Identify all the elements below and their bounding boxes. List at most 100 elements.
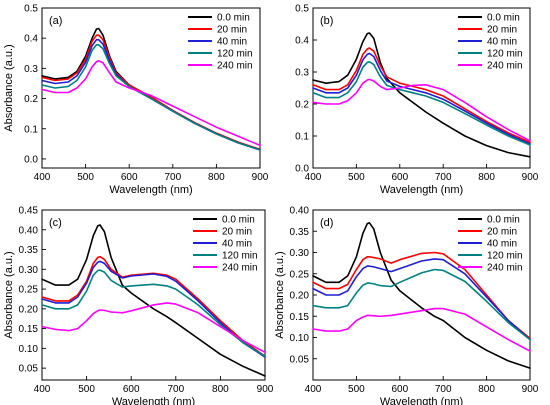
x-tick-label: 500 <box>78 384 95 395</box>
y-tick-label: 0.4 <box>24 34 38 45</box>
x-tick-label: 500 <box>348 172 365 183</box>
y-axis-title: Absorbance (a.u.) <box>3 44 15 131</box>
x-tick-label: 500 <box>77 172 94 183</box>
chart-panel-a: 400 500 600 700 800 900 0.0 0.1 0.2 0.3 0.4 0.5 Wave… <box>3 4 269 197</box>
x-tick-label: 600 <box>391 384 408 395</box>
series-line-20-min <box>41 255 266 358</box>
x-tick-label: 800 <box>212 384 229 395</box>
chart-panel-c: 400 500 600 700 800 900 0.05 0.10 0.15 0.20 0.25 0.… <box>3 206 274 405</box>
legend-label: 0.0 min <box>487 215 520 226</box>
x-tick-label: 700 <box>164 172 181 183</box>
legend-label: 120 min <box>487 251 523 262</box>
legend-label: 0.0 min <box>222 215 255 226</box>
y-axis-title: Absorbance (a.u.) <box>3 251 15 338</box>
y-tick-label: 0.2 <box>24 94 38 105</box>
panel-label: (b) <box>320 15 333 27</box>
panel-label: (c) <box>49 217 62 229</box>
x-tick-label: 800 <box>478 384 495 395</box>
series-line-120-min <box>312 268 531 341</box>
x-tick-label: 600 <box>123 384 140 395</box>
x-tick-label: 700 <box>167 384 184 395</box>
legend-label: 40 min <box>487 37 517 48</box>
y-tick-label: 0.35 <box>290 227 310 238</box>
y-tick-label: 0.0 <box>24 154 38 165</box>
legend-label: 40 min <box>487 239 517 250</box>
series-line-40-min <box>41 260 266 358</box>
x-axis-title: Wavelength (nm) <box>109 184 192 196</box>
x-tick-label: 900 <box>252 172 269 183</box>
y-tick-label: 0.25 <box>19 285 39 296</box>
y-tick-label: 0.10 <box>290 333 310 344</box>
x-tick-label: 900 <box>522 384 539 395</box>
series-line-40-min <box>312 52 531 145</box>
x-tick-label: 700 <box>435 172 452 183</box>
series-line-240-min <box>312 78 531 142</box>
y-tick-label: 0.0 <box>295 164 309 175</box>
x-tick-label: 900 <box>257 384 274 395</box>
y-tick-label: 0.05 <box>290 354 310 365</box>
y-tick-label: 0.5 <box>24 4 38 15</box>
y-tick-label: 0.35 <box>19 245 39 256</box>
legend-label: 0.0 min <box>487 13 520 24</box>
series-line-0-0-min <box>312 32 531 158</box>
x-tick-label: 800 <box>478 172 495 183</box>
y-axis-title: Absorbance (a.u.) <box>274 251 286 338</box>
x-tick-label: 600 <box>121 172 138 183</box>
x-tick-label: 800 <box>208 172 225 183</box>
y-tick-label: 0.1 <box>24 124 38 135</box>
legend-label: 120 min <box>217 49 253 60</box>
y-tick-label: 0.15 <box>19 324 39 335</box>
x-tick-label: 400 <box>34 384 51 395</box>
chart-panel-d: 400 500 600 700 800 900 0.05 0.10 0.15 0.20 0.25 0.… <box>274 206 539 405</box>
x-axis-title: Wavelength (nm) <box>380 184 463 196</box>
legend-label: 240 min <box>487 61 523 72</box>
legend-label: 20 min <box>487 25 517 36</box>
y-tick-label: 0.05 <box>19 364 39 375</box>
x-axis-title: Wavelength (nm) <box>380 396 463 405</box>
legend-label: 240 min <box>487 263 523 274</box>
y-tick-label: 0.2 <box>295 100 309 111</box>
x-tick-label: 700 <box>435 384 452 395</box>
legend-label: 20 min <box>487 227 517 238</box>
y-tick-label: 0.5 <box>295 4 309 15</box>
x-tick-label: 900 <box>522 172 539 183</box>
x-tick-label: 600 <box>391 172 408 183</box>
series-line-0-0-min <box>312 222 531 369</box>
series-line-120-min <box>41 269 266 358</box>
y-tick-label: 0.3 <box>24 64 38 75</box>
chart-panel-b: 400 500 600 700 800 900 0.0 0.1 0.2 0.3 0.4 0.5 Wave… <box>295 4 539 197</box>
y-tick-label: 0.45 <box>19 206 39 217</box>
y-tick-label: 0.10 <box>19 344 39 355</box>
y-tick-label: 0.1 <box>295 132 309 143</box>
y-tick-label: 0.15 <box>290 312 310 323</box>
series-line-120-min <box>41 44 261 151</box>
legend-label: 0.0 min <box>217 13 250 24</box>
series-line-240-min <box>312 307 531 352</box>
x-tick-label: 500 <box>348 384 365 395</box>
y-tick-label: 0.3 <box>295 68 309 79</box>
series-line-20-min <box>312 251 531 340</box>
x-tick-label: 400 <box>305 384 322 395</box>
series-line-120-min <box>312 61 531 146</box>
series-line-40-min <box>312 258 531 341</box>
series-line-240-min <box>41 60 261 147</box>
y-tick-label: 0.30 <box>290 248 310 259</box>
panel-label: (a) <box>49 15 62 27</box>
legend-label: 240 min <box>217 61 253 72</box>
series-line-20-min <box>312 47 531 144</box>
y-tick-label: 0.4 <box>295 36 309 47</box>
y-tick-label: 0.20 <box>290 291 310 302</box>
legend-label: 20 min <box>222 227 252 238</box>
series-line-0-0-min <box>41 224 266 377</box>
legend-label: 20 min <box>217 25 247 36</box>
y-tick-label: 0.20 <box>19 304 39 315</box>
legend-label: 120 min <box>487 49 523 60</box>
series-line-240-min <box>41 302 266 354</box>
legend-label: 40 min <box>222 239 252 250</box>
y-tick-label: 0.25 <box>290 269 310 280</box>
y-tick-label: 0.40 <box>290 206 310 217</box>
y-tick-label: 0.30 <box>19 265 39 276</box>
legend-label: 240 min <box>222 263 258 274</box>
plot-frame <box>41 209 266 381</box>
